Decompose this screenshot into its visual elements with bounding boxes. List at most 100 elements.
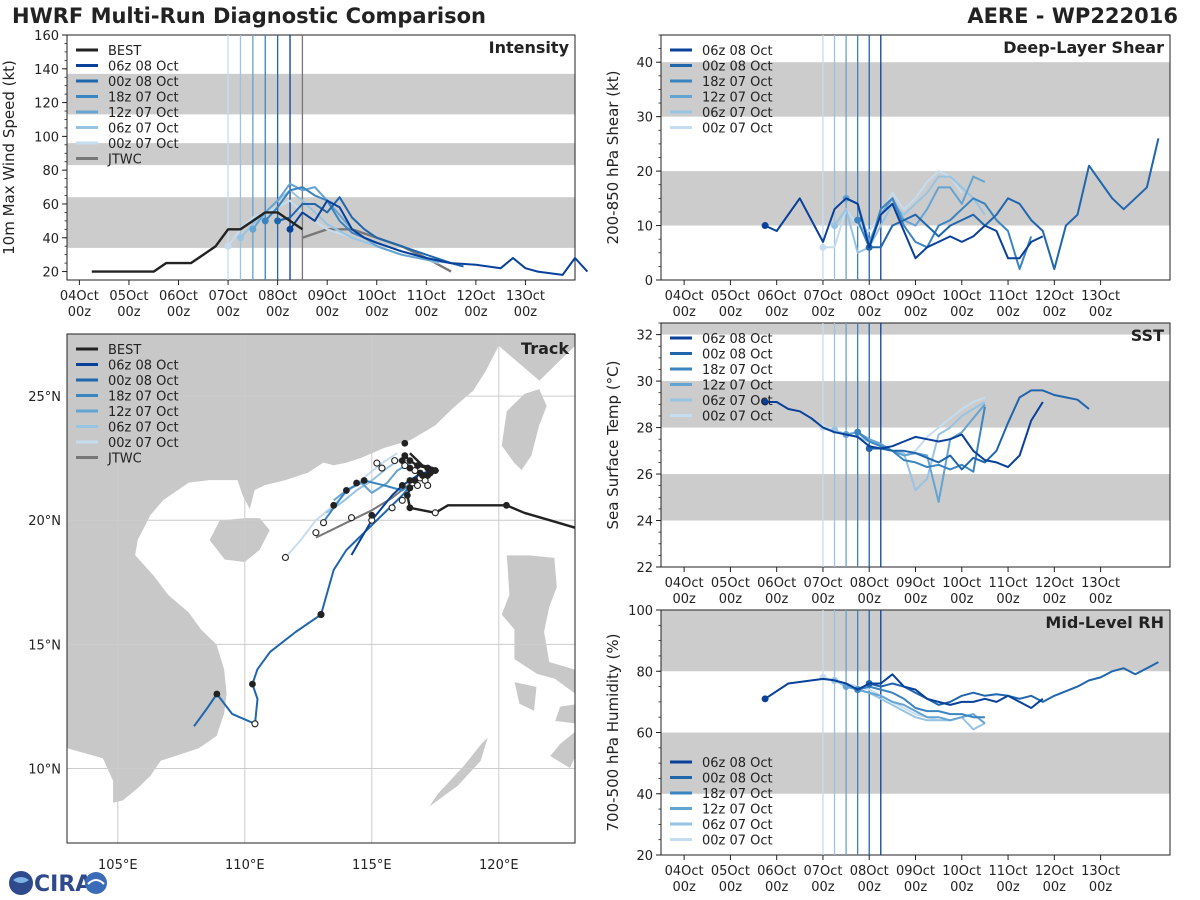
lon-tick-label: 120°E	[479, 858, 519, 873]
legend-label: BEST	[108, 44, 141, 59]
track-marker-open	[431, 509, 439, 517]
lat-tick-label: 20°N	[28, 514, 61, 529]
x-tick-label: 00z	[1089, 305, 1113, 320]
legend-label: JTWC	[107, 153, 142, 168]
series-start-point	[831, 222, 839, 230]
x-tick-label: 08Oct	[850, 289, 889, 304]
series-start-point	[819, 243, 827, 251]
x-tick-label: 00z	[415, 305, 439, 320]
x-tick-label: 00z	[996, 880, 1020, 895]
x-tick-label: 06Oct	[757, 576, 796, 591]
x-tick-label: 05Oct	[711, 289, 750, 304]
series-line	[277, 196, 464, 268]
series-line	[856, 197, 1033, 271]
legend-label: 12z 07 Oct	[702, 379, 773, 394]
track-marker-filled	[406, 457, 414, 465]
x-tick-label: 00z	[811, 880, 835, 895]
track-marker-filled	[317, 611, 325, 618]
panay-island	[548, 730, 575, 770]
y-tick-label: 30	[636, 111, 653, 126]
x-tick-label: 12Oct	[1035, 576, 1074, 591]
y-tick-label: 60	[636, 727, 653, 742]
x-tick-label: 00z	[904, 592, 928, 607]
y-axis-label: Sea Surface Temp (°C)	[604, 360, 622, 529]
chart-intensity: 2040608010012014016004Oct00z05Oct00z06Oc…	[0, 29, 589, 320]
x-tick-label: 04Oct	[60, 289, 99, 304]
legend-label: 06z 08 Oct	[702, 44, 773, 59]
x-tick-label: 00z	[719, 592, 743, 607]
y-tick-label: 10	[636, 220, 653, 235]
x-tick-label: 00z	[672, 305, 696, 320]
series-line	[845, 685, 986, 725]
track-marker-filled	[343, 487, 350, 494]
threshold-band	[661, 732, 1170, 794]
legend-label: 06z 08 Oct	[702, 332, 773, 347]
visayas-fragment	[554, 703, 575, 725]
x-tick-label: 13Oct	[1081, 289, 1120, 304]
track-marker-filled	[414, 462, 421, 469]
x-tick-label: 09Oct	[896, 289, 935, 304]
x-tick-label: 13Oct	[1081, 864, 1120, 879]
legend-label: 00z 07 Oct	[702, 122, 773, 137]
legend-label: BEST	[108, 343, 141, 358]
track-marker-filled	[416, 469, 424, 477]
x-tick-label: 00z	[765, 305, 789, 320]
series-line	[765, 401, 1044, 469]
x-tick-label: 10Oct	[942, 289, 981, 304]
legend-label: 06z 08 Oct	[108, 60, 179, 75]
track-marker-filled	[424, 472, 432, 479]
track-marker-filled	[406, 504, 414, 512]
threshold-band	[67, 197, 575, 248]
palawan-island	[427, 735, 489, 809]
legend-label: 00z 08 Oct	[108, 75, 179, 90]
x-tick-label: 09Oct	[896, 576, 935, 591]
y-axis-label: 10m Max Wind Speed (kt)	[0, 60, 18, 255]
x-tick-label: 00z	[858, 305, 882, 320]
x-tick-label: 00z	[266, 305, 290, 320]
x-tick-label: 00z	[811, 592, 835, 607]
y-tick-label: 32	[636, 329, 653, 344]
x-tick-label: 07Oct	[803, 864, 842, 879]
series-line	[764, 197, 1044, 260]
track-marker-open	[251, 720, 259, 728]
series-start-point	[236, 234, 244, 242]
x-tick-label: 12Oct	[456, 289, 495, 304]
series-line	[869, 138, 1160, 271]
legend-label: 06z 08 Oct	[702, 756, 773, 771]
series-line	[869, 389, 1090, 471]
y-tick-label: 24	[636, 515, 653, 530]
x-tick-label: 11Oct	[989, 864, 1028, 879]
track-marker-filled	[213, 690, 221, 698]
luzon-island	[500, 554, 575, 695]
y-tick-label: 26	[636, 468, 653, 483]
x-tick-label: 00z	[950, 305, 974, 320]
panel-title: Mid-Level RH	[1045, 613, 1164, 632]
x-tick-label: 07Oct	[803, 289, 842, 304]
x-tick-label: 00z	[765, 880, 789, 895]
legend-label: 06z 08 Oct	[108, 359, 179, 374]
x-tick-label: 00z	[316, 305, 340, 320]
track-marker-filled	[249, 680, 256, 688]
x-tick-label: 10Oct	[942, 576, 981, 591]
series-start-point	[854, 428, 862, 436]
figure-title: HWRF Multi-Run Diagnostic Comparison	[12, 4, 487, 28]
lat-tick-label: 15°N	[28, 638, 61, 653]
y-tick-label: 120	[34, 97, 59, 112]
threshold-band	[661, 381, 1170, 428]
track-marker-filled	[424, 464, 432, 472]
legend-label: 18z 07 Oct	[702, 75, 773, 90]
x-tick-label: 00z	[1089, 592, 1113, 607]
series-line	[764, 673, 1044, 709]
lon-tick-label: 110°E	[225, 858, 265, 873]
threshold-band	[661, 610, 1170, 672]
panel-title: Intensity	[489, 38, 570, 57]
x-tick-label: 13Oct	[506, 289, 545, 304]
x-tick-label: 00z	[117, 305, 141, 320]
chart-sst: 22242628303204Oct00z05Oct00z06Oct00z07Oc…	[604, 322, 1171, 607]
legend-label: 18z 07 Oct	[108, 91, 179, 106]
legend-label: 00z 07 Oct	[108, 436, 179, 451]
track-marker-filled	[406, 484, 414, 492]
